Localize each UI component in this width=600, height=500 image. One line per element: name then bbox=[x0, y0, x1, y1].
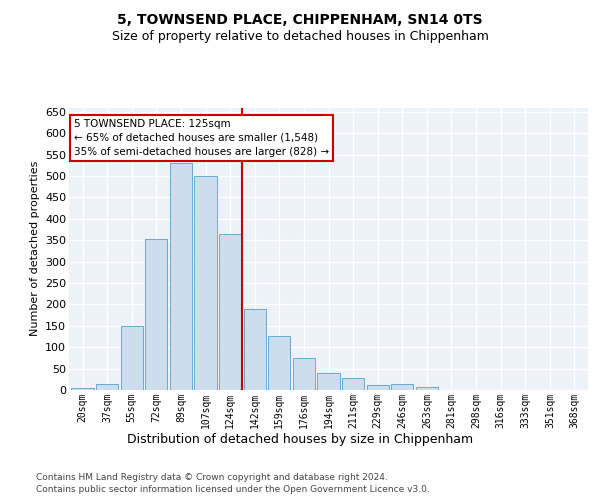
Bar bbox=[268, 336, 290, 390]
Bar bbox=[244, 308, 266, 390]
Bar bbox=[317, 373, 340, 390]
Bar bbox=[219, 234, 241, 390]
Bar bbox=[391, 384, 413, 390]
Bar bbox=[96, 384, 118, 390]
Text: Contains HM Land Registry data © Crown copyright and database right 2024.: Contains HM Land Registry data © Crown c… bbox=[36, 472, 388, 482]
Bar bbox=[121, 326, 143, 390]
Bar bbox=[170, 163, 192, 390]
Y-axis label: Number of detached properties: Number of detached properties bbox=[29, 161, 40, 336]
Bar bbox=[416, 386, 438, 390]
Bar bbox=[194, 176, 217, 390]
Bar bbox=[342, 378, 364, 390]
Text: 5 TOWNSEND PLACE: 125sqm
← 65% of detached houses are smaller (1,548)
35% of sem: 5 TOWNSEND PLACE: 125sqm ← 65% of detach… bbox=[74, 119, 329, 157]
Bar bbox=[145, 239, 167, 390]
Text: Size of property relative to detached houses in Chippenham: Size of property relative to detached ho… bbox=[112, 30, 488, 43]
Bar bbox=[293, 358, 315, 390]
Text: 5, TOWNSEND PLACE, CHIPPENHAM, SN14 0TS: 5, TOWNSEND PLACE, CHIPPENHAM, SN14 0TS bbox=[117, 12, 483, 26]
Text: Distribution of detached houses by size in Chippenham: Distribution of detached houses by size … bbox=[127, 432, 473, 446]
Text: Contains public sector information licensed under the Open Government Licence v3: Contains public sector information licen… bbox=[36, 485, 430, 494]
Bar bbox=[71, 388, 94, 390]
Bar bbox=[367, 385, 389, 390]
